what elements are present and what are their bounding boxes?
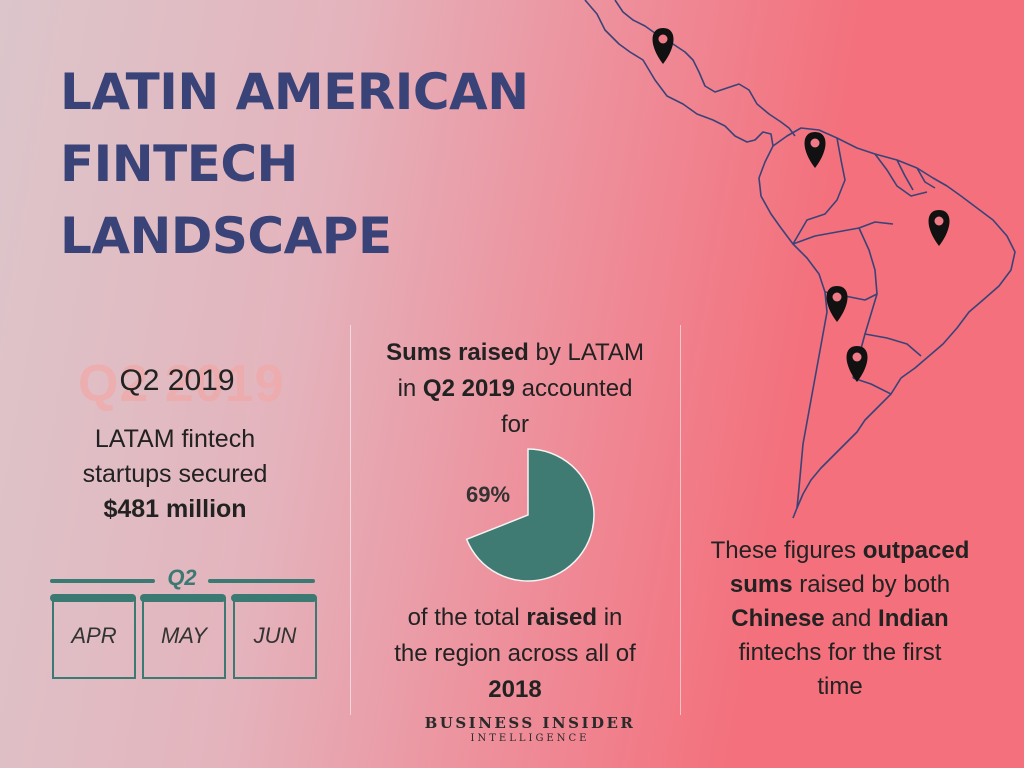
location-pin-icon bbox=[928, 210, 950, 246]
percentage-pie-chart bbox=[465, 448, 595, 582]
month-label: MAY bbox=[160, 623, 208, 648]
month-box-apr: APR bbox=[50, 594, 136, 679]
location-pin-icon bbox=[652, 28, 674, 64]
month-label: APR bbox=[71, 623, 117, 648]
q2-rule-left bbox=[50, 579, 155, 583]
right-text-span: These figures bbox=[710, 537, 863, 564]
month-cap bbox=[140, 594, 226, 602]
outpaced-bold: outpaced bbox=[862, 537, 970, 564]
location-pin-icon bbox=[846, 346, 868, 382]
percentage-label: 69% bbox=[465, 482, 511, 507]
left-text-line-1: LATAM fintech bbox=[94, 425, 256, 453]
mid-bottom-line-1: of the total raised in bbox=[365, 600, 665, 636]
indian-bold: Indian bbox=[878, 605, 949, 632]
location-pin-icon bbox=[826, 286, 848, 322]
mid-bottom-line-3: 2018 bbox=[488, 676, 542, 703]
sums-raised-bold: Sums raised bbox=[386, 339, 529, 366]
mid-top-line-2: in Q2 2019 accounted bbox=[350, 371, 680, 407]
brand-line-1: BUSINESS INSIDER bbox=[424, 714, 636, 732]
middle-top-text: Sums raised by LATAM in Q2 2019 accounte… bbox=[350, 335, 680, 443]
mid-top-text: accounted bbox=[515, 375, 633, 402]
left-text-line-2: startups secured bbox=[82, 460, 268, 488]
title-line-2: FINTECH bbox=[60, 135, 298, 193]
mid-bottom-line-2: the region across all of bbox=[394, 640, 636, 667]
right-line-5: time bbox=[817, 673, 863, 700]
pie-slice-69 bbox=[465, 448, 595, 582]
amount-raised: $481 million bbox=[103, 495, 247, 523]
location-pin-icon bbox=[804, 132, 826, 168]
page-title: LATIN AMERICAN FINTECH LANDSCAPE bbox=[60, 56, 529, 272]
pins bbox=[652, 28, 950, 382]
month-cap bbox=[50, 594, 136, 602]
business-insider-logo: BUSINESS INSIDER INTELLIGENCE bbox=[400, 714, 660, 744]
latin-america-map bbox=[584, 0, 1016, 519]
quarter-bold: Q2 2019 bbox=[422, 375, 515, 402]
title-line-3: LANDSCAPE bbox=[60, 207, 392, 265]
middle-bottom-text: of the total raised in the region across… bbox=[365, 600, 665, 708]
q2-label: Q2 bbox=[167, 565, 197, 590]
right-text: These figures outpaced sums raised by bo… bbox=[690, 534, 990, 704]
title-line-1: LATIN AMERICAN bbox=[60, 63, 529, 121]
mid-top-text: by LATAM bbox=[528, 339, 644, 366]
right-line-4: fintechs for the first bbox=[738, 639, 942, 666]
right-text-span: raised by both bbox=[792, 571, 951, 598]
sums-bold: sums bbox=[729, 571, 793, 598]
mid-top-line-1: Sums raised by LATAM bbox=[350, 335, 680, 371]
month-cap bbox=[231, 594, 317, 602]
month-box-jun: JUN bbox=[231, 594, 317, 679]
right-line-1: These figures outpaced bbox=[690, 534, 990, 568]
right-line-3: Chinese and Indian bbox=[690, 602, 990, 636]
right-line-2: sums raised by both bbox=[690, 568, 990, 602]
quarter-label: Q2 2019 bbox=[119, 364, 235, 397]
column-divider bbox=[680, 325, 681, 715]
mid-bottom-text: in bbox=[597, 604, 623, 631]
chinese-bold: Chinese bbox=[731, 605, 825, 632]
q2-rule-right bbox=[208, 579, 315, 583]
right-text-span: and bbox=[824, 605, 879, 632]
mid-top-line-3: for bbox=[500, 411, 529, 438]
month-label: JUN bbox=[253, 623, 297, 648]
raised-bold: raised bbox=[526, 604, 598, 631]
brand-line-2: INTELLIGENCE bbox=[470, 733, 590, 744]
ghost-quarter-text: Q2 2019 bbox=[78, 355, 285, 413]
left-stat-text: LATAM fintech startups secured $481 mill… bbox=[45, 422, 305, 527]
mid-bottom-text: of the total bbox=[407, 604, 527, 631]
month-box-may: MAY bbox=[140, 594, 226, 679]
column-divider bbox=[350, 325, 351, 715]
mid-top-text: in bbox=[397, 375, 423, 402]
